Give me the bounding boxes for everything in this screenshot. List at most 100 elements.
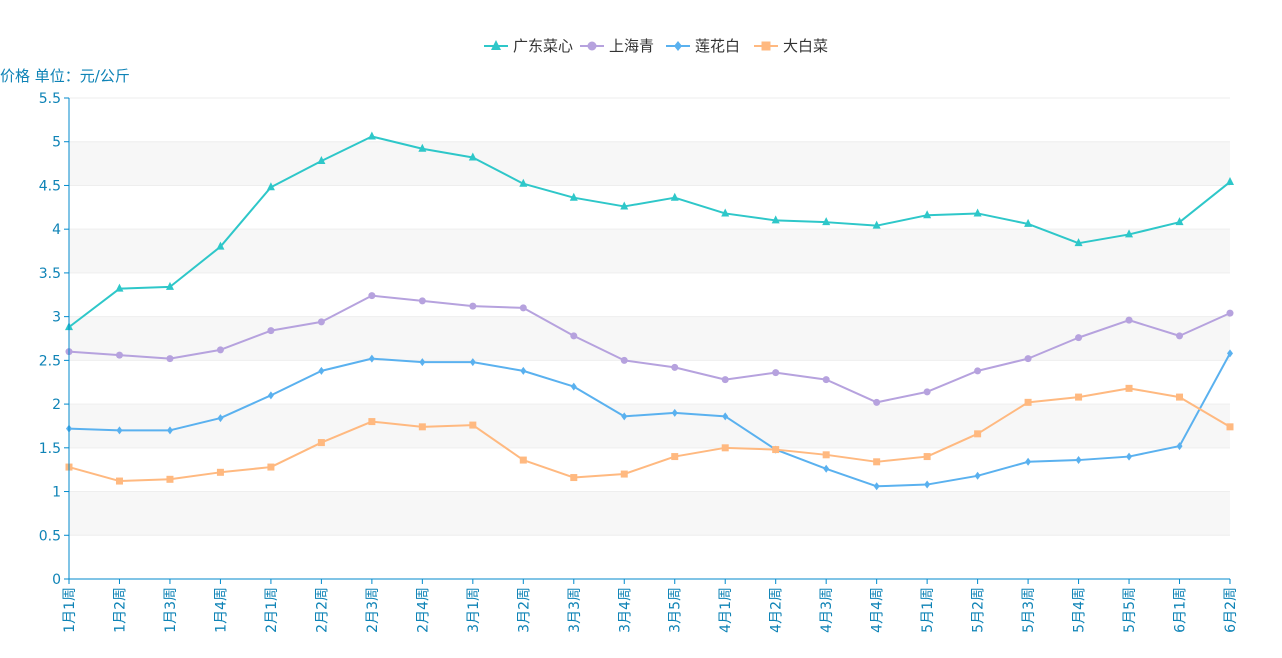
series-line [68,294,1231,404]
x-tick-label: 4月3周 [819,587,835,633]
legend-item[interactable]: 莲花白 [666,37,740,55]
data-point [772,446,780,454]
data-point [671,363,679,371]
x-tick-label: 5月4周 [1072,587,1088,633]
x-tick-label: 6月1周 [1173,587,1189,633]
legend-item[interactable]: 大白菜 [754,37,828,55]
data-point [115,351,123,359]
grid-band [69,404,1230,448]
data-point [1024,355,1032,363]
grid-lines [69,97,1230,536]
grid-band [69,229,1230,273]
data-point [317,318,325,326]
x-tick-label: 3月5周 [668,587,684,633]
y-tick-label: 4.5 [39,178,61,194]
data-point [924,480,931,489]
data-point [368,292,376,300]
data-point [1125,229,1134,238]
data-point [973,208,982,217]
y-axis-label: 价格 单位：元/公斤 [0,67,130,85]
data-point [771,215,780,224]
data-point [1025,457,1032,466]
data-point [418,423,426,431]
x-tick-label: 4月1周 [718,587,734,633]
data-point [671,453,679,461]
data-point [418,143,427,152]
data-point [721,376,729,384]
data-point [469,358,476,367]
data-point [822,451,830,459]
data-point [1024,398,1032,406]
data-point [923,453,931,461]
data-point [671,408,678,417]
data-point [418,297,426,305]
data-point [872,220,881,229]
y-tick-label: 2 [52,397,61,413]
x-tick-label: 1月1周 [62,587,78,633]
data-point [519,456,527,464]
data-point [587,41,597,51]
grid-bands [69,141,1230,536]
data-point [974,430,982,438]
data-point [216,346,224,354]
data-point [367,131,376,140]
series-triangle [65,131,1234,331]
data-point [620,470,628,478]
data-point [721,444,729,452]
y-tick-label: 1 [52,485,61,501]
x-tick-label: 6月2周 [1223,587,1239,633]
data-point [1024,218,1033,227]
x-tick-labels: 1月1周 1月2周 1月3周 1月4周 2月1周 2月2周 2月3周 2月4周 3月1周 3月2周… [62,587,1239,633]
x-tick-label: 1月4周 [213,587,229,633]
data-point [115,283,124,292]
data-point [216,468,224,476]
data-point [670,192,679,201]
data-point [923,388,931,396]
data-point [520,366,527,375]
data-point [419,358,426,367]
x-tick-label: 1月3周 [163,587,179,633]
data-point [317,439,325,447]
data-point [570,332,578,340]
data-point [1074,238,1083,247]
data-point [267,327,275,335]
y-tick-label: 3.5 [39,266,61,282]
data-point [166,355,174,363]
data-point [1176,332,1184,340]
data-point [1075,456,1082,465]
legend-label: 莲花白 [695,37,740,55]
data-point [267,463,275,471]
data-point [1226,176,1234,185]
data-point [822,217,831,226]
data-point [873,482,880,491]
data-point [620,356,628,364]
x-tick-label: 3月2周 [516,587,532,633]
grid-band [69,491,1230,536]
data-point [266,182,275,191]
data-point [772,369,780,377]
data-point [722,412,729,421]
axes [64,97,1231,584]
legend: 广东菜心 上海青 莲花白 大白菜 [484,37,828,55]
legend-item[interactable]: 上海青 [580,37,654,55]
x-tick-label: 2月1周 [264,587,280,633]
x-tick-label: 5月2周 [971,587,987,633]
legend-item[interactable]: 广东菜心 [484,37,573,55]
data-point [115,477,123,485]
legend-label: 大白菜 [783,37,828,55]
x-tick-label: 5月3周 [1021,587,1037,633]
data-point [1176,393,1184,401]
data-point [823,464,830,473]
data-point [1075,393,1083,401]
data-point [469,302,477,310]
data-point [873,458,881,466]
data-point [570,474,578,482]
data-point [1226,423,1234,431]
series-line [68,387,1231,483]
y-tick-label: 3 [52,310,61,326]
data-point [1227,349,1233,358]
data-point [368,418,376,426]
series-diamond [66,349,1233,491]
data-point [116,426,123,435]
